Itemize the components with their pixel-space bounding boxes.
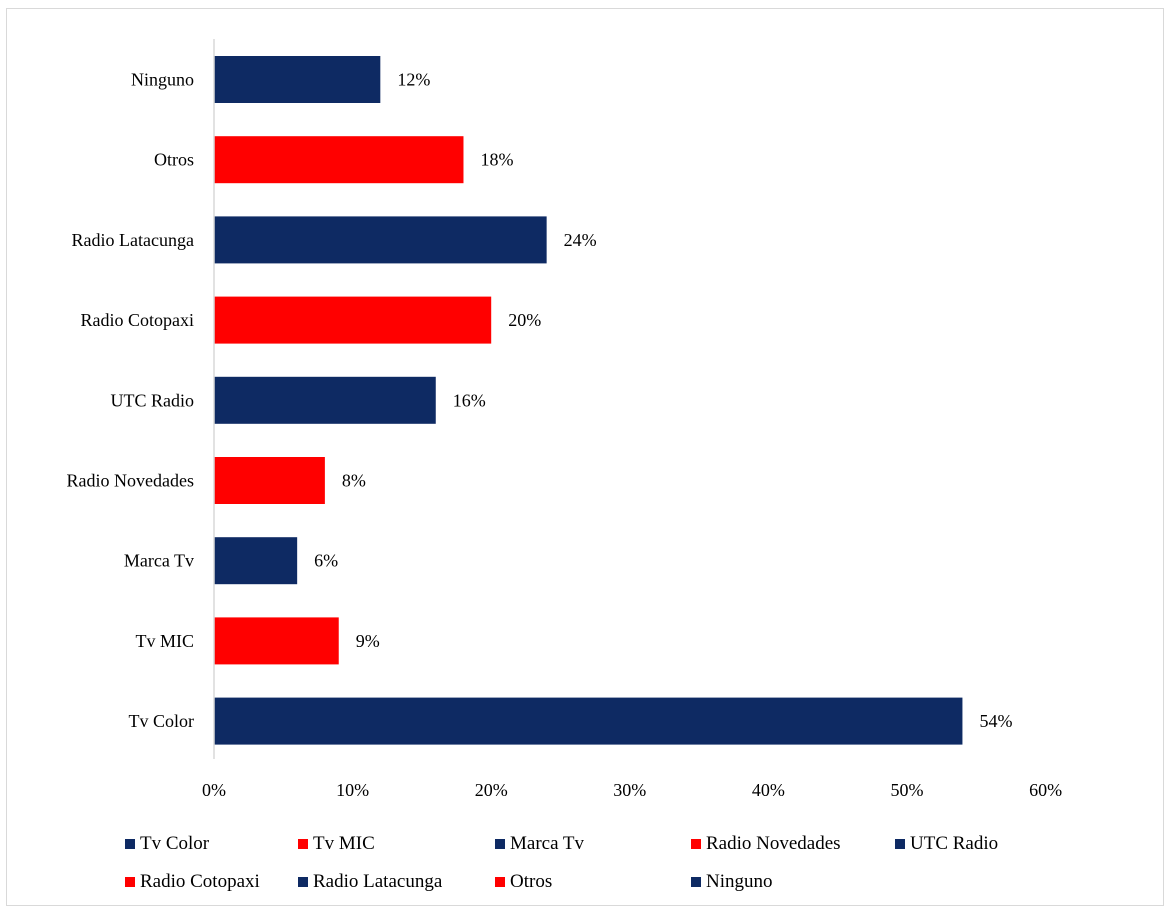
legend-swatch (125, 877, 135, 887)
category-label-radio-cotopaxi: Radio Cotopaxi (81, 310, 195, 330)
bars-group (214, 56, 963, 745)
legend-item-tv-color: Tv Color (125, 833, 209, 855)
bar-otros (214, 136, 464, 184)
bar-tv-color (214, 697, 963, 745)
category-label-ninguno: Ninguno (131, 70, 194, 90)
legend-label: Radio Latacunga (313, 871, 443, 892)
x-tick-label: 60% (1029, 780, 1062, 800)
legend-swatch (691, 877, 701, 887)
bar-marca-tv (214, 537, 298, 585)
category-label-utc-radio: UTC Radio (111, 390, 195, 410)
category-label-otros: Otros (154, 150, 194, 170)
legend-item-marca-tv: Marca Tv (495, 833, 584, 855)
value-label-tv-mic: 9% (356, 631, 380, 651)
bar-ninguno (214, 56, 381, 103)
legend-label: Tv MIC (313, 833, 375, 854)
legend-swatch (895, 839, 905, 849)
legend-label: Radio Novedades (706, 833, 841, 854)
value-labels: 54% 9% 6% 8% 16% 20% 24% 18% 12% (314, 70, 1012, 732)
bar-chart: Tv Color Tv MIC Marca Tv Radio Novedades UTC… (67, 39, 1062, 800)
value-label-tv-color: 54% (979, 711, 1012, 731)
value-label-utc-radio: 16% (453, 390, 486, 410)
legend-label: Otros (510, 871, 553, 892)
legend-swatch (298, 877, 308, 887)
category-label-marca-tv: Marca Tv (124, 551, 194, 571)
x-tick-labels: 0% 10% 20% 30% 40% 50% 60% (202, 780, 1062, 800)
legend-item-radio-cotopaxi: Radio Cotopaxi (125, 871, 260, 893)
value-label-radio-cotopaxi: 20% (508, 310, 541, 330)
x-tick-label: 20% (475, 780, 508, 800)
legend-swatch (691, 839, 701, 849)
legend-item-tv-mic: Tv MIC (298, 833, 375, 855)
category-label-radio-latacunga: Radio Latacunga (72, 230, 194, 250)
legend-label: Tv Color (140, 833, 210, 854)
legend-swatch (298, 839, 308, 849)
x-tick-label: 30% (613, 780, 646, 800)
value-label-marca-tv: 6% (314, 551, 338, 571)
chart-frame: Tv Color Tv MIC Marca Tv Radio Novedades UTC… (6, 8, 1164, 906)
legend-swatch (125, 839, 135, 849)
value-label-radio-latacunga: 24% (564, 230, 597, 250)
bar-tv-mic (214, 617, 339, 665)
bar-radio-novedades (214, 457, 325, 504)
category-label-radio-novedades: Radio Novedades (67, 471, 194, 491)
legend-label: Marca Tv (510, 833, 585, 854)
legend-item-utc-radio: UTC Radio (895, 833, 998, 855)
category-labels: Tv Color Tv MIC Marca Tv Radio Novedades UTC… (67, 70, 194, 732)
legend-swatch (495, 839, 505, 849)
legend-item-radio-novedades: Radio Novedades (691, 833, 841, 855)
legend-item-otros: Otros (495, 871, 552, 893)
bar-utc-radio (214, 376, 436, 424)
legend-label: UTC Radio (910, 833, 999, 854)
bar-radio-latacunga (214, 216, 547, 264)
x-tick-label: 10% (336, 780, 369, 800)
legend-item-ninguno: Ninguno (691, 871, 773, 893)
legend-label: Radio Cotopaxi (140, 871, 260, 892)
category-label-tv-mic: Tv MIC (136, 631, 195, 651)
value-label-ninguno: 12% (397, 70, 430, 90)
bar-radio-cotopaxi (214, 296, 492, 344)
x-tick-label: 0% (202, 780, 226, 800)
category-label-tv-color: Tv Color (129, 711, 195, 731)
x-tick-label: 50% (891, 780, 924, 800)
x-tick-label: 40% (752, 780, 785, 800)
legend-item-radio-latacunga: Radio Latacunga (298, 871, 442, 893)
value-label-radio-novedades: 8% (342, 471, 366, 491)
value-label-otros: 18% (480, 150, 513, 170)
legend-label: Ninguno (706, 871, 773, 892)
legend-swatch (495, 877, 505, 887)
